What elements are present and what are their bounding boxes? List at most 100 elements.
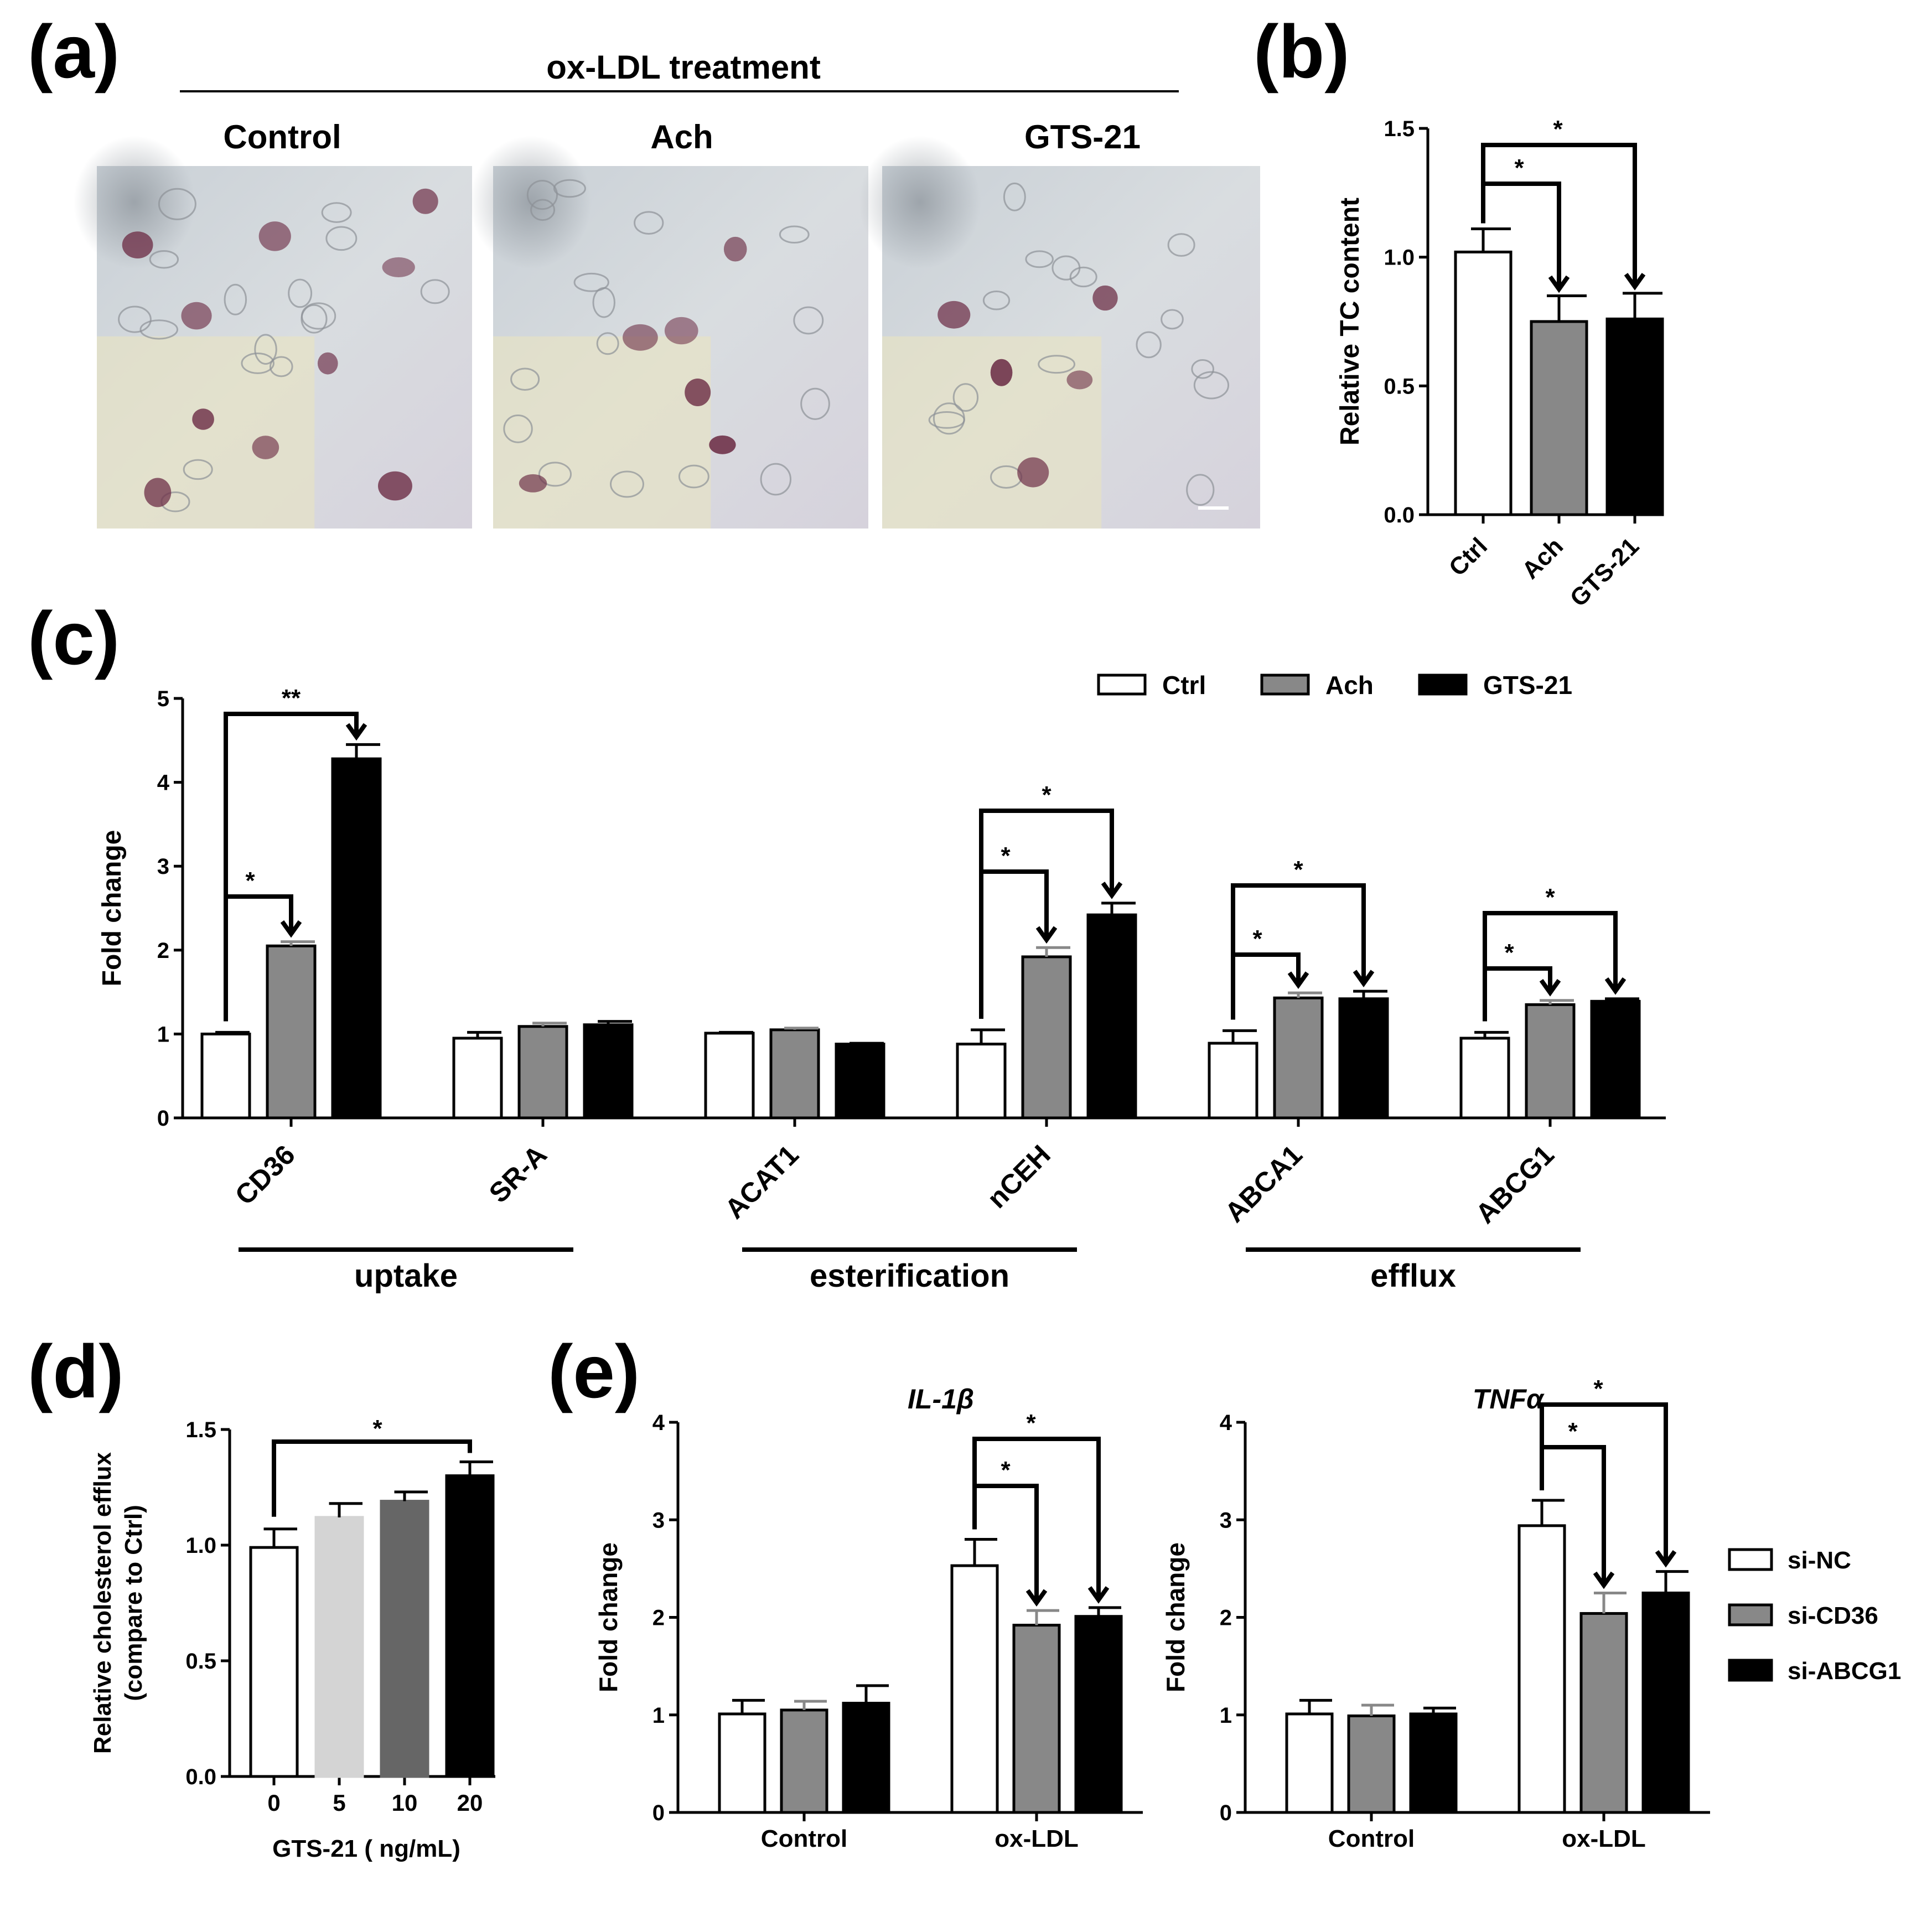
cell-outline — [952, 383, 979, 412]
significance-star: * — [372, 1415, 382, 1442]
stained-cell — [144, 478, 172, 507]
x-tick-label: GTS-21 — [1565, 532, 1644, 612]
cell-outline — [1161, 309, 1184, 330]
y-tick-label: 0.5 — [1384, 374, 1415, 398]
cell-outline — [321, 202, 352, 223]
significance-arrowhead — [1593, 1571, 1615, 1589]
significance-star: * — [245, 867, 255, 894]
x-tick-label: nCEH — [981, 1139, 1056, 1214]
significance-star: * — [1553, 116, 1563, 143]
y-tick-label: 0 — [652, 1801, 665, 1825]
stained-cell — [1092, 285, 1118, 311]
significance-star: ** — [282, 685, 301, 712]
significance-star: * — [1001, 1457, 1011, 1484]
legend-swatch-si-abcg1 — [1728, 1659, 1773, 1682]
stained-cell — [192, 408, 214, 430]
stained-cell — [723, 236, 747, 262]
bar-value-ctrl — [1454, 250, 1513, 516]
micrograph-vignette-0 — [73, 136, 195, 269]
cell-outline — [503, 415, 533, 443]
legend-swatch-ach — [1260, 674, 1310, 696]
significance-star: * — [1568, 1418, 1578, 1445]
significance-bracket — [979, 809, 1114, 1019]
bar-gts-21-abca1 — [1338, 997, 1389, 1120]
cell-outline — [596, 332, 619, 355]
stained-cell — [317, 352, 338, 375]
panel-e-tnfa-chart: 0 1 2 3 4 Fold change Control ox-LDL TNFα * * si-NC… — [1161, 1375, 1901, 1852]
significance-arrowhead — [1624, 273, 1646, 291]
significance-bracket — [1483, 911, 1618, 1022]
y-axis-label-line: Relative cholesterol efflux — [89, 1452, 116, 1754]
panel-b-chart: 0.0 0.5 1.0 1.5 Relative TC content Ctrl AchGT… — [1335, 116, 1664, 612]
significance-arrowhead — [1353, 970, 1375, 987]
y-tick-label: 3 — [1220, 1508, 1232, 1532]
stained-cell — [122, 231, 153, 259]
significance-arrowhead — [1025, 1589, 1048, 1607]
cell-outline — [553, 179, 586, 198]
cell-outline — [592, 287, 615, 318]
x-axis-label: GTS-21 ( ng/mL) — [272, 1835, 460, 1862]
group-label-esterification: esterification — [810, 1258, 1009, 1294]
x-tick-label: ox-LDL — [995, 1825, 1079, 1852]
significance-bracket — [1231, 883, 1366, 1020]
significance-star: * — [1252, 925, 1262, 952]
cell-outline — [269, 356, 293, 377]
stained-cell — [252, 436, 279, 459]
panel-label-c: (c) — [28, 596, 120, 680]
panel-label-b: (b) — [1254, 9, 1350, 94]
significance-bracket — [1540, 1402, 1668, 1564]
bar-si-nc-ox-ldl — [1517, 1524, 1566, 1814]
bar-si-abcg1-control — [1409, 1712, 1458, 1814]
image-label-gts21: GTS-21 — [1024, 118, 1141, 156]
significance-arrowhead — [1035, 926, 1058, 944]
bar-ctrl-nceh — [956, 1043, 1007, 1120]
bar-gts-21-acat1 — [835, 1043, 885, 1120]
legend-label-si-abcg1: si-ABCG1 — [1788, 1657, 1901, 1685]
y-tick-label: 3 — [652, 1508, 665, 1532]
significance-star: * — [1593, 1375, 1603, 1402]
group-label-efflux: efflux — [1370, 1258, 1456, 1294]
panel-e-il1b-chart: 0 1 2 3 4 Fold change Control ox-LDL IL-1β * * — [594, 1384, 1143, 1852]
cell-outline — [526, 179, 558, 210]
panel-label-e: (e) — [548, 1329, 640, 1413]
bar-gts-21-nceh — [1086, 913, 1137, 1120]
stained-cell — [990, 359, 1013, 386]
stained-cell — [181, 302, 212, 330]
bar-si-abcg1-control — [842, 1702, 890, 1814]
y-axis-label: Fold change — [97, 830, 127, 987]
x-tick-label: Control — [761, 1825, 847, 1852]
significance-arrowhead — [1101, 882, 1123, 899]
x-tick-label: CD36 — [229, 1139, 301, 1211]
scale-bar — [1198, 506, 1229, 510]
stained-cell — [258, 221, 291, 251]
bar-ach-abca1 — [1273, 996, 1324, 1120]
y-tick-label: 0.0 — [1384, 503, 1415, 527]
cell-outline — [224, 283, 247, 315]
panel-label-d: (d) — [28, 1329, 124, 1413]
stained-cell — [412, 188, 438, 214]
cell-outline — [779, 225, 810, 244]
cell-outline — [634, 211, 664, 235]
bar-ctrl-cd36 — [200, 1032, 251, 1120]
cell-outline — [118, 305, 152, 333]
y-tick-label: 1 — [1220, 1703, 1232, 1728]
cell-outline — [1186, 474, 1215, 506]
bar-si-nc-ox-ldl — [950, 1564, 999, 1814]
bar-gts-21-sr-a — [583, 1023, 634, 1120]
micrograph-tile-2 — [882, 336, 1102, 529]
group-label-uptake: uptake — [354, 1258, 458, 1294]
cell-outline — [1136, 331, 1162, 359]
image-label-ach: Ach — [650, 118, 713, 156]
bar-si-cd36-ox-ldl — [1579, 1612, 1628, 1814]
y-axis-label-line: (compare to Ctrl) — [120, 1505, 147, 1701]
significance-star: * — [1001, 842, 1011, 869]
y-axis-label: Relative TC content — [1335, 198, 1365, 446]
cell-outline — [800, 387, 830, 420]
y-tick-label: 2 — [157, 939, 169, 963]
x-tick-label: 10 — [392, 1790, 418, 1816]
y-tick-label: 4 — [157, 771, 170, 795]
x-tick-label: SR-A — [483, 1139, 553, 1209]
x-tick-label: ACAT1 — [719, 1139, 805, 1225]
cell-outline — [139, 319, 179, 340]
